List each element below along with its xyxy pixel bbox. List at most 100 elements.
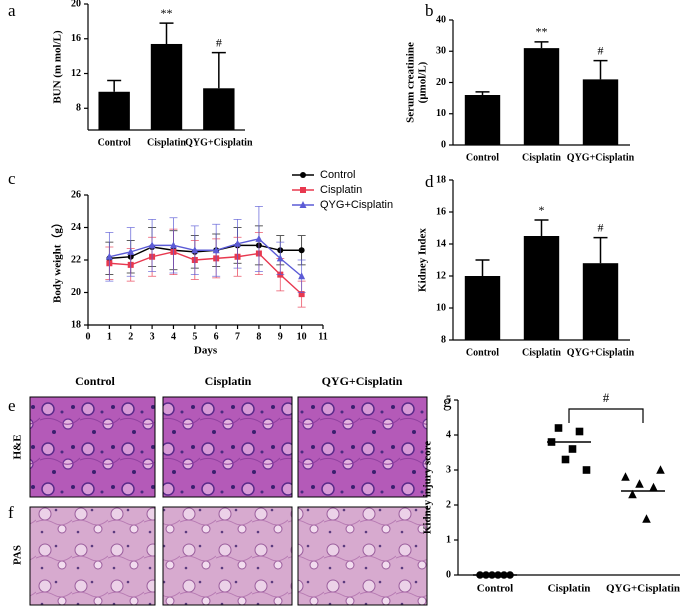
panel-label: c xyxy=(8,169,16,188)
legend-label: Control xyxy=(320,169,355,181)
x-tick-label: 10 xyxy=(297,331,307,342)
bar xyxy=(582,79,619,145)
marker xyxy=(642,514,651,523)
y-tick-label: 5 xyxy=(446,394,451,405)
marker xyxy=(148,241,156,249)
error-bar xyxy=(475,259,490,276)
chart: g 0 1 2 3 4 5 Kidney injury score Control Cisplat… xyxy=(422,390,681,595)
column-title: QYG+Cisplatin xyxy=(322,374,403,388)
y-axis-label: (μmol/L) xyxy=(417,61,429,103)
x-tick-label: 8 xyxy=(256,331,261,342)
error-bar xyxy=(159,22,174,44)
chart: d 8 10 12 14 16 18 Kidney Index Control * Cisplati… xyxy=(417,172,635,358)
significance-label: # xyxy=(598,43,604,57)
x-tick-label: Control xyxy=(466,152,499,163)
y-tick-label: 16 xyxy=(71,33,81,44)
column-title: Control xyxy=(75,374,115,388)
x-tick-label: Control xyxy=(477,583,513,595)
y-tick-label: 40 xyxy=(436,14,446,25)
error-bar xyxy=(593,59,608,80)
significance-label: # xyxy=(216,35,222,49)
y-tick-label: 20 xyxy=(436,77,446,88)
y-tick-label: 1 xyxy=(446,534,451,545)
y-tick-label: 16 xyxy=(436,206,446,217)
marker xyxy=(582,466,591,474)
micrograph xyxy=(297,506,428,606)
panel-label: a xyxy=(8,1,16,20)
panel-label: g xyxy=(443,392,452,411)
error-bar xyxy=(475,91,490,95)
y-tick-label: 14 xyxy=(436,238,446,249)
panel-label: e xyxy=(8,396,16,415)
significance-label: * xyxy=(539,203,545,217)
x-tick-label: Cisplatin xyxy=(548,583,591,595)
significance-label: # xyxy=(603,390,610,405)
chart: c 18 20 22 24 26 Body weight（g） 0 1 2 3 4 5 6 7 8 9 10 11 D… xyxy=(8,169,393,357)
y-tick-label: 18 xyxy=(71,319,81,330)
micrograph xyxy=(162,506,293,606)
y-tick-label: 18 xyxy=(436,174,446,185)
x-tick-label: 9 xyxy=(278,331,283,342)
bar xyxy=(523,236,560,340)
column-title: Cisplatin xyxy=(205,374,252,388)
y-tick-label: 0 xyxy=(446,569,451,580)
significance-label: ** xyxy=(536,25,548,39)
marker xyxy=(300,187,306,193)
error-bar xyxy=(211,51,226,89)
x-tick-label: Cisplatin xyxy=(522,347,561,358)
y-tick-label: 26 xyxy=(71,189,81,200)
x-tick-label: Cisplatin xyxy=(522,152,561,163)
panel-label: b xyxy=(425,1,434,20)
x-tick-label: 11 xyxy=(318,331,327,342)
marker xyxy=(127,247,135,255)
y-tick-label: 10 xyxy=(436,108,446,119)
x-tick-label: 4 xyxy=(171,331,176,342)
bar xyxy=(464,276,501,340)
bar xyxy=(203,88,235,130)
marker xyxy=(300,172,306,178)
x-tick-label: QYG+Cisplatin xyxy=(606,583,680,595)
x-tick-label: 0 xyxy=(86,331,91,342)
x-tick-label: QYG+Cisplatin xyxy=(185,137,253,148)
marker xyxy=(635,479,644,488)
series-line xyxy=(109,238,303,277)
y-axis-label: Kidney Index xyxy=(417,228,429,292)
y-tick-label: 22 xyxy=(71,254,81,265)
x-tick-label: 7 xyxy=(235,331,240,342)
y-tick-label: 20 xyxy=(71,0,81,9)
error-bar xyxy=(534,219,549,236)
marker xyxy=(628,489,637,499)
marker xyxy=(169,241,177,249)
marker xyxy=(554,424,563,432)
x-axis-label: Days xyxy=(194,345,218,357)
bar xyxy=(150,43,183,130)
x-tick-label: 2 xyxy=(128,331,133,342)
micrograph xyxy=(29,396,156,498)
y-axis-label: Body weight（g） xyxy=(51,217,64,303)
legend-label: Cisplatin xyxy=(320,184,362,196)
chart: b 0 10 20 30 40 Serum creatinine (μmol/L) Contro… xyxy=(405,1,635,163)
x-tick-label: QYG+Cisplatin xyxy=(567,152,635,163)
bar xyxy=(464,95,501,145)
significance-bracket xyxy=(568,408,644,423)
row-label: H&E xyxy=(12,434,24,459)
marker xyxy=(105,252,113,260)
error-bar xyxy=(534,41,549,49)
x-tick-label: 5 xyxy=(192,331,197,342)
marker xyxy=(575,427,584,436)
marker xyxy=(255,234,263,242)
y-axis-label: Kidney injury score xyxy=(422,441,434,534)
marker xyxy=(191,246,199,254)
micrograph xyxy=(29,506,156,606)
panel-label: d xyxy=(425,172,434,191)
y-tick-label: 4 xyxy=(446,429,451,440)
marker xyxy=(299,201,307,208)
marker xyxy=(276,254,284,262)
y-tick-label: 10 xyxy=(436,302,446,313)
micrograph xyxy=(297,396,428,498)
chart: a 8 12 16 20 BUN (m mol/L) Control ** Cisplatin #… xyxy=(8,0,253,148)
marker xyxy=(561,455,570,464)
marker xyxy=(212,246,220,254)
x-tick-label: Control xyxy=(466,347,499,358)
